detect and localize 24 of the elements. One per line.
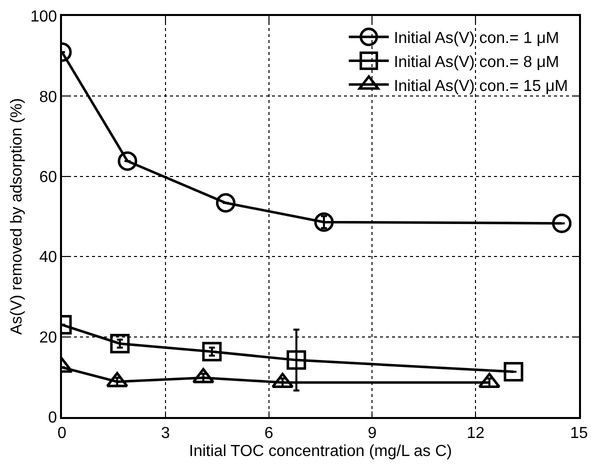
y-tick-label: 40 bbox=[39, 249, 58, 266]
x-tick-label: 15 bbox=[570, 424, 588, 442]
y-tick-label: 80 bbox=[39, 88, 58, 106]
x-tick-label: 6 bbox=[264, 424, 274, 442]
point bbox=[504, 362, 524, 382]
legend-label: Initial As(V) con.= 1 μM bbox=[394, 30, 560, 48]
point bbox=[118, 151, 138, 171]
x-axis-title: Initial TOC concentration (mg/L as C) bbox=[189, 443, 452, 460]
x-tick-label: 3 bbox=[160, 424, 170, 442]
x-tick-label: 9 bbox=[368, 424, 377, 442]
y-tick-label: 20 bbox=[39, 329, 58, 346]
point bbox=[552, 214, 572, 234]
point bbox=[314, 212, 334, 232]
point bbox=[286, 350, 306, 370]
x-tick-label: 12 bbox=[466, 424, 485, 442]
legend-label: Initial As(V) con.= 8 μM bbox=[394, 54, 560, 71]
y-tick-label: 0 bbox=[48, 410, 58, 427]
y-axis-title: As(V) removed by adsorption (%) bbox=[8, 98, 26, 335]
legend-label: Initial As(V) con.= 15 μM bbox=[394, 78, 568, 95]
point bbox=[202, 342, 222, 362]
point bbox=[216, 193, 236, 213]
point bbox=[110, 334, 130, 354]
y-tick-label: 100 bbox=[30, 8, 58, 26]
y-tick-label: 60 bbox=[39, 169, 58, 186]
